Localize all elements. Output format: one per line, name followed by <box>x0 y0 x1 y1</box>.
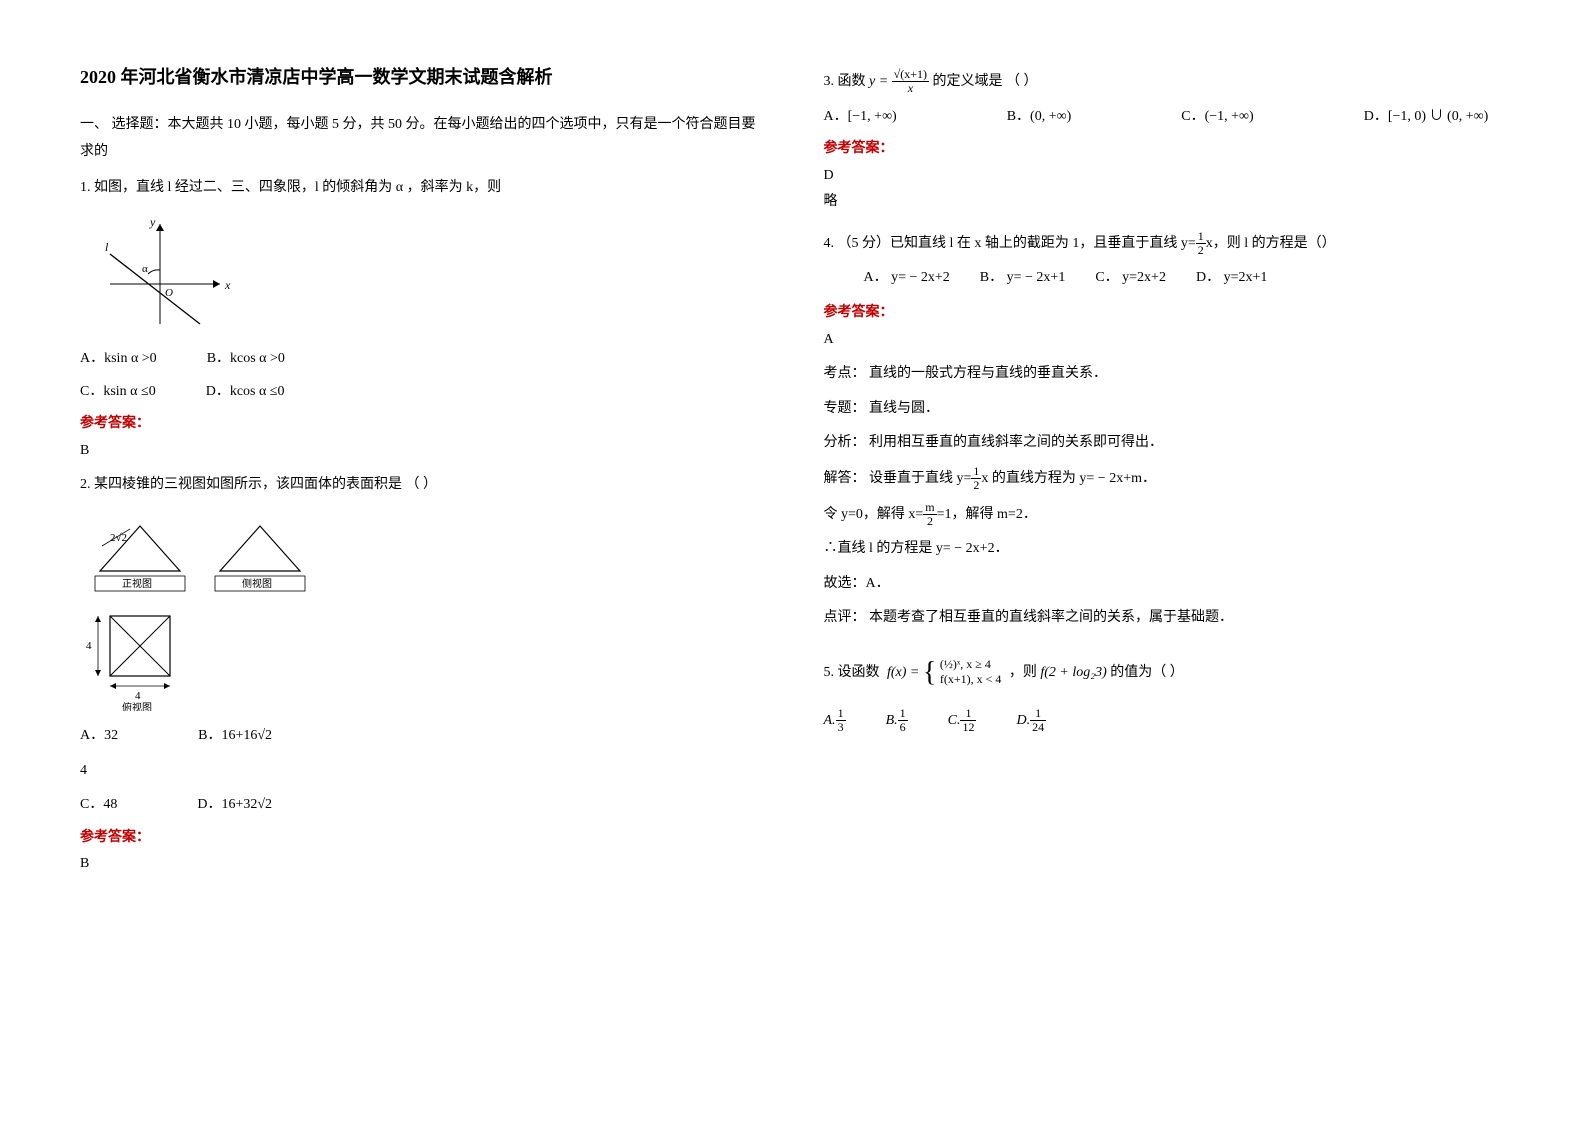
side-view-label: 侧视图 <box>242 577 272 590</box>
q1-optC: C．ksin α ≤0 <box>80 379 156 406</box>
q4-optC: C． y=2x+2 <box>1095 265 1166 292</box>
q1-optB: B．kcos α >0 <box>207 346 285 373</box>
page-title: 2020 年河北省衡水市清凉店中学高一数学文期末试题含解析 <box>80 60 764 94</box>
q4-text: 4. （5 分）已知直线 l 在 x 轴上的截距为 1，且垂直于直线 y=12x… <box>824 230 1508 258</box>
q2-views: 2√2 正视图 侧视图 4 4 <box>80 511 764 711</box>
svg-text:2√2: 2√2 <box>110 532 127 544</box>
top-view-label: 俯视图 <box>122 701 152 711</box>
q2-text: 2. 某四棱锥的三视图如图所示，该四面体的表面积是 （ ） <box>80 472 764 499</box>
q4-zt: 专题： 直线与圆． <box>824 396 1508 423</box>
q3-optA: A．[−1, +∞) <box>824 104 897 131</box>
svg-text:x: x <box>224 278 231 292</box>
q3-optB: B．(0, +∞) <box>1007 104 1072 131</box>
q4-optD: D． y=2x+1 <box>1196 265 1267 292</box>
q4-lety: 令 y=0，解得 x=m2=1，解得 m=2． <box>824 501 1508 529</box>
q1-text: 1. 如图，直线 l 经过二、三、四象限，l 的倾斜角为 α ，斜率为 k，则 <box>80 175 764 202</box>
q3-optC: C．(−1, +∞) <box>1181 104 1253 131</box>
q2-optD: D．16+32√2 <box>197 792 272 819</box>
q4-ans: A <box>824 327 1508 354</box>
q3-ans: D <box>824 163 1508 190</box>
q4-so: ∴直线 l 的方程是 y= − 2x+2． <box>824 536 1508 563</box>
q1-optA: A．ksin α >0 <box>80 346 157 373</box>
q1-ref: 参考答案： <box>80 411 764 438</box>
svg-text:l: l <box>105 240 109 254</box>
q4-dp: 点评： 本题考查了相互垂直的直线斜率之间的关系，属于基础题． <box>824 605 1508 632</box>
q1-graph: x y O l α <box>80 214 764 334</box>
q5-options: A.13 B.16 C.112 D.124 <box>824 707 1508 735</box>
q5-text: 5. 设函数 f(x) = { (½)ˣ, x ≥ 4 f(x+1), x < … <box>824 646 1508 699</box>
svg-text:y: y <box>149 215 156 229</box>
q4-optB: B． y= − 2x+1 <box>980 265 1066 292</box>
section-header: 一、 选择题：本大题共 10 小题，每小题 5 分，共 50 分。在每小题给出的… <box>80 112 764 165</box>
q4-jd: 解答： 设垂直于直线 y=12x 的直线方程为 y= − 2x+m． <box>824 465 1508 493</box>
q4-ref: 参考答案： <box>824 300 1508 327</box>
q3-text: 3. 函数 y = √(x+1) x 的定义域是 （ ） <box>824 68 1508 96</box>
q1-optD: D．kcos α ≤0 <box>206 379 285 406</box>
svg-text:4: 4 <box>86 640 92 652</box>
q2-opt-mid: 4 <box>80 758 764 785</box>
q4-fx: 分析： 利用相互垂直的直线斜率之间的关系即可得出． <box>824 430 1508 457</box>
q3-optD: D．[−1, 0) ∪ (0, +∞) <box>1364 104 1489 131</box>
front-view-label: 正视图 <box>122 577 152 590</box>
q3-note: 略 <box>824 189 1508 216</box>
q4-kd: 考点： 直线的一般式方程与直线的垂直关系． <box>824 361 1508 388</box>
svg-text:α: α <box>142 263 148 275</box>
svg-text:4: 4 <box>135 690 141 702</box>
q2-ans: B <box>80 851 764 878</box>
q3-ref: 参考答案： <box>824 136 1508 163</box>
q4-gx: 故选：A． <box>824 571 1508 598</box>
q1-ans: B <box>80 438 764 465</box>
q4-optA: A． y= − 2x+2 <box>864 265 950 292</box>
q2-optC: C．48 <box>80 792 117 819</box>
q2-ref: 参考答案： <box>80 825 764 852</box>
q2-optA: A．32 <box>80 723 118 750</box>
q2-optB: B．16+16√2 <box>198 723 272 750</box>
